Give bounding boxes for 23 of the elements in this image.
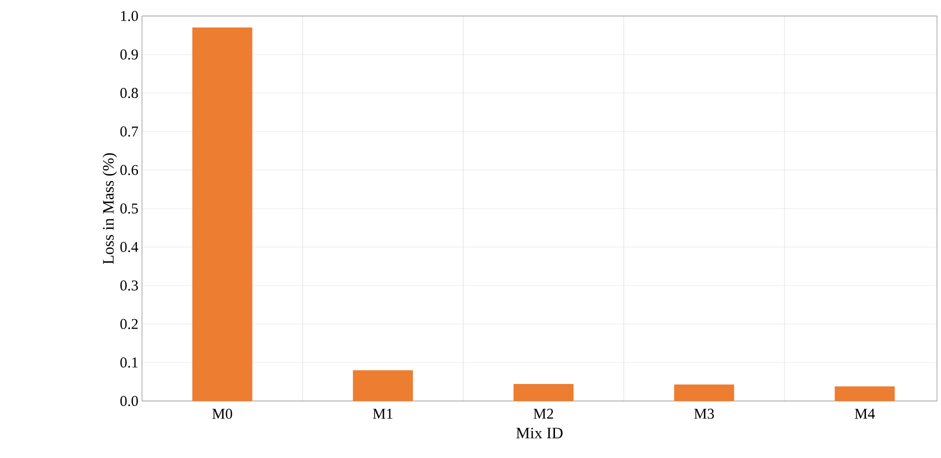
x-axis-title: Mix ID	[516, 428, 563, 438]
x-tick-label: M2	[534, 408, 554, 419]
y-tick-label: 1.0	[121, 10, 138, 22]
x-tick-label: M4	[854, 408, 875, 419]
x-tick-label: M3	[694, 408, 714, 419]
y-tick-label: 0.2	[120, 318, 138, 330]
bar	[514, 384, 574, 401]
x-tick-label: M0	[212, 408, 232, 419]
y-tick-label: 0.5	[120, 203, 138, 214]
y-tick-label: 0.6	[120, 164, 138, 176]
y-tick-label: 0.0	[120, 396, 138, 406]
bar	[192, 28, 252, 401]
y-tick-label: 0.8	[120, 88, 138, 98]
y-tick-label: 0.3	[120, 280, 138, 291]
y-tick-label: 0.7	[120, 126, 138, 137]
bar	[834, 386, 895, 401]
y-tick-label: 0.4	[120, 242, 138, 252]
bar	[674, 384, 734, 401]
y-axis-title: Loss in Mass (%)	[102, 153, 117, 264]
y-tick-label: 0.1	[120, 357, 138, 368]
bar	[352, 370, 413, 401]
x-tick-label: M1	[372, 408, 392, 419]
y-tick-label: 0.9	[120, 49, 138, 60]
